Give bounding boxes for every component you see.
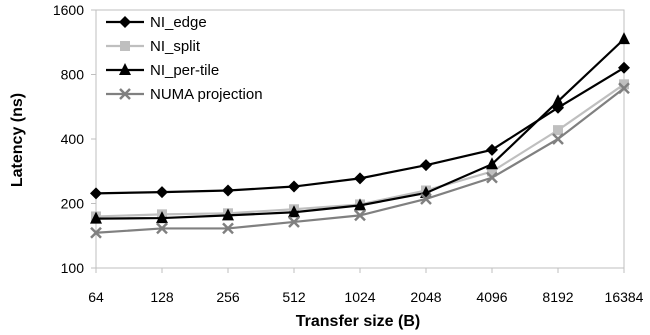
- series-ni-per-tile: [90, 32, 630, 224]
- legend-label: NI_split: [150, 38, 201, 55]
- series-numa-projection: [90, 82, 630, 239]
- data-point-ni-per-tile: [354, 198, 366, 211]
- data-point-ni-per-tile: [90, 211, 102, 224]
- data-point-ni-per-tile: [552, 94, 564, 107]
- data-point-numa-projection: [288, 216, 300, 228]
- series-layer: [90, 32, 630, 239]
- y-tick-label: 200: [61, 196, 85, 212]
- legend: NI_edge NI_split NI_per-tile NUMA projectio…: [106, 14, 263, 103]
- legend-marker: [120, 41, 130, 51]
- legend-label: NUMA projection: [150, 86, 263, 103]
- legend-marker: [119, 16, 131, 28]
- data-point-ni-edge: [486, 143, 498, 156]
- data-point-ni-split: [553, 125, 563, 136]
- x-tick-label: 2048: [410, 289, 441, 305]
- legend-item-ni-split: NI_split: [106, 38, 201, 55]
- data-point-ni-edge: [90, 187, 102, 200]
- legend-marker: [119, 63, 131, 75]
- data-point-numa-projection: [156, 222, 168, 235]
- legend-item-ni-per-tile: NI_per-tile: [106, 62, 219, 79]
- x-tick-label: 1024: [344, 289, 375, 305]
- y-axis-title: Latency (ns): [9, 93, 26, 187]
- data-point-numa-projection: [354, 209, 366, 222]
- legend-label: NI_edge: [150, 14, 207, 31]
- legend-label: NI_per-tile: [150, 62, 219, 79]
- data-point-ni-edge: [420, 159, 432, 172]
- y-axis-ticks: 100 200 400 800 1600: [53, 2, 96, 276]
- data-point-numa-projection: [222, 222, 234, 235]
- x-tick-label: 512: [282, 289, 306, 305]
- data-point-ni-edge: [618, 61, 630, 74]
- data-point-numa-projection: [618, 82, 630, 95]
- data-point-numa-projection: [90, 226, 102, 239]
- x-tick-label: 64: [88, 289, 104, 305]
- x-tick-label: 128: [150, 289, 174, 305]
- data-point-ni-split: [487, 166, 497, 177]
- legend-item-numa-projection: NUMA projection: [106, 86, 263, 103]
- series-line-ni-split: [95, 83, 625, 218]
- y-tick-label: 1600: [53, 2, 84, 18]
- legend-marker: [119, 88, 131, 100]
- data-point-ni-split: [619, 79, 629, 90]
- y-tick-label: 100: [61, 260, 85, 276]
- data-point-numa-projection: [552, 133, 564, 145]
- x-tick-label: 16384: [605, 289, 644, 305]
- data-point-ni-edge: [288, 180, 300, 193]
- data-point-ni-per-tile: [486, 157, 498, 170]
- x-tick-label: 256: [216, 289, 240, 305]
- series-line-numa-projection: [95, 87, 625, 234]
- data-point-numa-projection: [486, 171, 498, 184]
- data-point-numa-projection: [420, 193, 432, 205]
- x-axis-title: Transfer size (B): [296, 313, 420, 330]
- x-axis-ticks: 64 128 256 512 1024 2048 4096 8192 16384: [88, 268, 644, 305]
- x-tick-label: 4096: [476, 289, 507, 305]
- x-tick-label: 8192: [542, 289, 573, 305]
- data-point-ni-per-tile: [222, 208, 234, 221]
- y-tick-label: 800: [61, 67, 85, 83]
- data-point-ni-per-tile: [156, 211, 168, 224]
- data-point-ni-edge: [354, 172, 366, 185]
- data-point-ni-per-tile: [288, 205, 300, 218]
- series-ni-edge: [90, 61, 630, 200]
- data-point-ni-per-tile: [618, 32, 630, 45]
- data-point-ni-edge: [156, 186, 168, 199]
- legend-item-ni-edge: NI_edge: [106, 14, 207, 31]
- data-point-ni-edge: [222, 184, 234, 197]
- y-tick-label: 400: [61, 131, 85, 147]
